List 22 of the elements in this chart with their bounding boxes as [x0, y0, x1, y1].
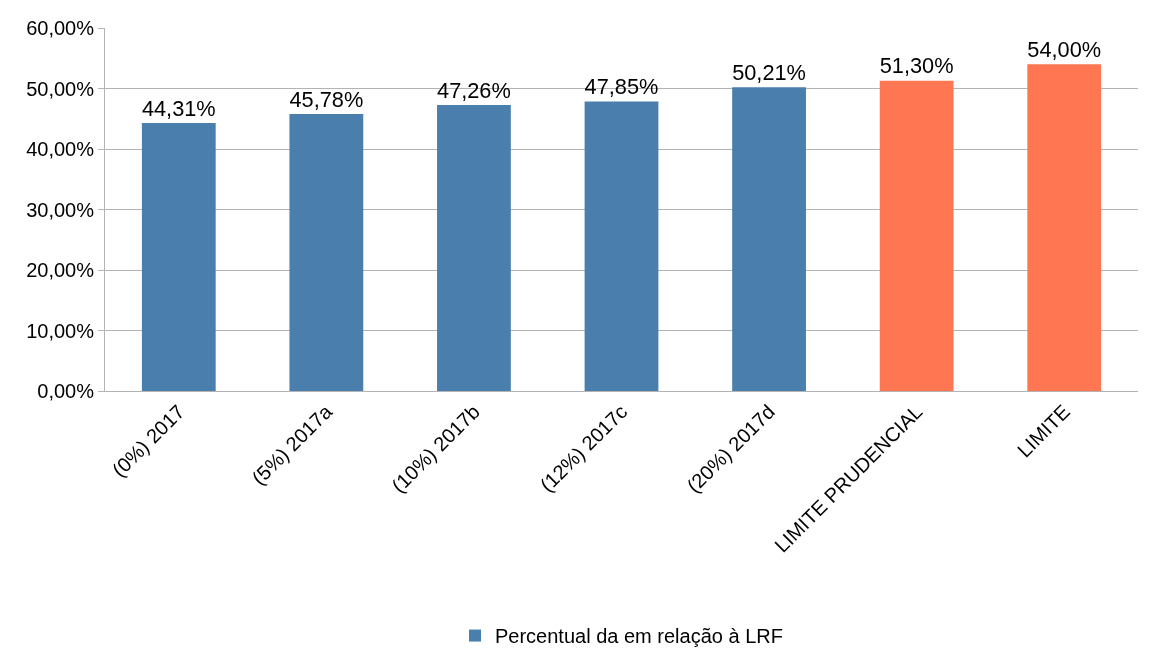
- data-label: 47,26%: [437, 77, 511, 103]
- bar: [437, 105, 511, 391]
- bar: [879, 80, 954, 391]
- y-tick-label: 10,00%: [26, 319, 95, 342]
- bar: [584, 101, 659, 391]
- y-tick-label: 40,00%: [26, 138, 95, 160]
- data-label: 51,30%: [879, 53, 954, 79]
- y-tick-label: 60,00%: [26, 17, 95, 39]
- bar: [1027, 64, 1102, 391]
- y-tick-label: 20,00%: [26, 259, 95, 281]
- y-tick-label: 50,00%: [26, 77, 95, 100]
- data-label: 54,00%: [1027, 36, 1102, 62]
- bar: [289, 114, 364, 391]
- bar: [732, 87, 806, 391]
- y-tick-label: 0,00%: [37, 380, 95, 402]
- data-label: 47,85%: [584, 74, 659, 100]
- data-label: 45,78%: [289, 86, 364, 112]
- bar: [141, 122, 216, 391]
- data-label: 50,21%: [732, 59, 806, 85]
- legend-label: Percentual da em relação à LRF: [495, 625, 783, 648]
- data-label: 44,31%: [141, 95, 216, 121]
- y-tick-label: 30,00%: [26, 198, 95, 221]
